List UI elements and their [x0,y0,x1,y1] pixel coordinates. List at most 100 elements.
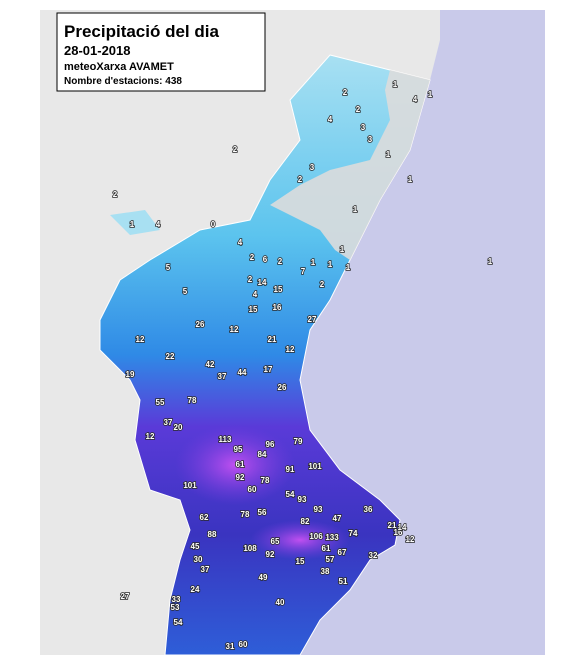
station-value: 93 [298,495,307,504]
station-value: 24 [191,585,200,594]
station-value: 74 [349,529,358,538]
station-value: 26 [278,383,287,392]
source: meteoXarxa AVAMET [64,61,174,73]
station-value: 44 [238,368,247,377]
station-value: 16 [394,528,403,537]
station-value: 12 [146,432,155,441]
station-value: 32 [369,551,378,560]
station-value: 78 [261,476,270,485]
station-value: 78 [188,396,197,405]
station-value: 2 [278,257,283,266]
station-value: 54 [174,618,183,627]
station-value: 4 [328,115,333,124]
station-value: 5 [183,287,188,296]
station-value: 42 [206,360,215,369]
station-value: 4 [413,95,418,104]
station-value: 19 [126,370,135,379]
station-value: 26 [196,320,205,329]
station-value: 62 [200,513,209,522]
station-value: 12 [286,345,295,354]
legend-box [56,12,266,92]
station-value: 31 [226,642,235,651]
station-value: 36 [364,505,373,514]
station-value: 106 [309,532,323,541]
station-value: 93 [314,505,323,514]
station-value: 3 [310,163,315,172]
station-value: 14 [258,278,267,287]
station-value: 1 [386,150,391,159]
station-value: 2 [320,280,325,289]
station-value: 3 [361,123,366,132]
station-value: 67 [338,548,347,557]
station-value: 1 [346,263,351,272]
station-value: 45 [191,542,200,551]
station-value: 108 [243,544,257,553]
station-value: 5 [166,263,171,272]
station-value: 54 [286,490,295,499]
dry-area [270,70,430,260]
station-value: 51 [339,577,348,586]
station-value: 60 [239,640,248,649]
station-value: 6 [263,255,268,264]
station-value: 1 [328,260,333,269]
station-value: 95 [234,445,243,454]
station-value: 22 [166,352,175,361]
station-value: 60 [248,485,257,494]
station-value: 3 [368,135,373,144]
station-value: 12 [406,535,415,544]
station-value: 37 [201,565,210,574]
station-value: 2 [298,175,303,184]
station-value: 65 [271,537,280,546]
station-value: 2 [248,275,253,284]
station-value: 91 [286,465,295,474]
station-value: 133 [325,533,339,542]
station-value: 56 [258,508,267,517]
station-value: 101 [308,462,322,471]
station-value: 4 [253,290,258,299]
station-value: 2 [356,105,361,114]
sea [300,10,545,655]
title: Precipitació del dia [64,22,219,41]
max-rain-area [175,425,295,505]
station-value: 82 [301,517,310,526]
max-rain-area [250,520,350,560]
station-value: 30 [194,555,203,564]
station-value: 92 [236,473,245,482]
station-value: 40 [276,598,285,607]
station-value: 16 [273,303,282,312]
station-value: 84 [258,450,267,459]
date: 28-01-2018 [64,43,131,58]
station-value: 61 [236,460,245,469]
station-value: 15 [296,557,305,566]
station-value: 4 [156,220,161,229]
station-value: 49 [259,573,268,582]
station-value: 1 [340,245,345,254]
station-value: 88 [208,530,217,539]
station-value: 15 [274,285,283,294]
station-value: 92 [266,550,275,559]
station-value: 1 [408,175,413,184]
station-value: 20 [174,423,183,432]
station-value: 17 [264,365,273,374]
rain-patch [110,210,160,235]
station-value: 12 [230,325,239,334]
station-value: 37 [164,418,173,427]
station-value: 1 [130,220,135,229]
station-value: 53 [171,603,180,612]
station-value: 113 [219,435,232,444]
station-value: 2 [113,190,118,199]
station-value: 47 [333,514,342,523]
station-value: 79 [294,437,303,446]
station-value: 0 [211,220,216,229]
station-value: 57 [326,555,335,564]
station-value: 2 [250,253,255,262]
station-value: 7 [301,267,306,276]
station-value: 1 [353,205,358,214]
station-value: 15 [249,305,258,314]
station-value: 1 [311,258,316,267]
station-value: 38 [321,567,330,576]
station-value: 4 [238,238,243,247]
